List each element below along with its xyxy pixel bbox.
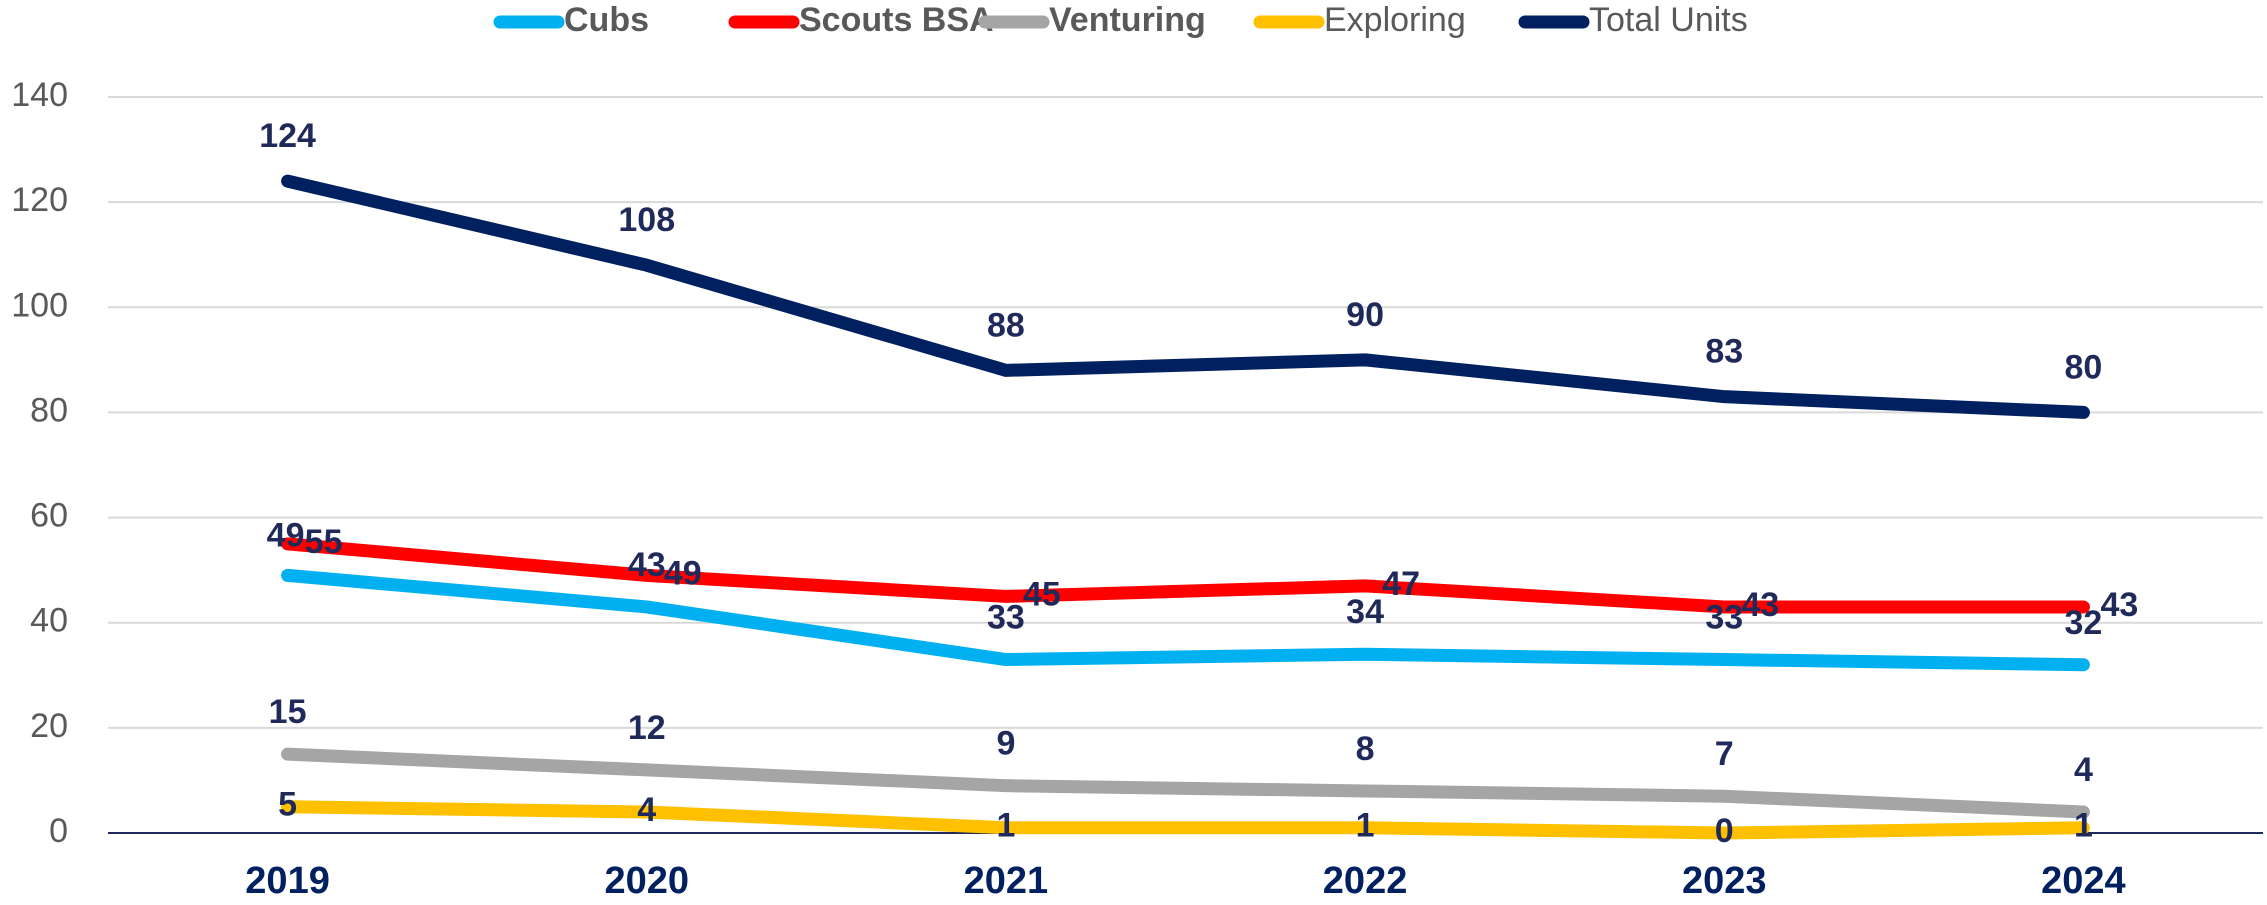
x-tick-label: 2019 [245, 860, 330, 902]
data-label: 9 [996, 725, 1015, 763]
data-label: 8 [1356, 730, 1375, 768]
data-label: 83 [1705, 333, 1743, 371]
data-label: 15 [269, 693, 307, 731]
data-label: 88 [987, 306, 1025, 344]
data-label: 34 [1346, 593, 1384, 631]
data-label: 49 [664, 554, 702, 592]
legend-item: Total Units [1518, 1, 1748, 39]
data-label: 32 [2065, 604, 2103, 642]
series-line [281, 568, 2090, 672]
data-label: 0 [1715, 812, 1734, 850]
series-line [281, 747, 2090, 819]
data-label: 43 [2101, 586, 2139, 624]
series-line [281, 800, 2090, 840]
data-label: 33 [1705, 598, 1743, 636]
legend-label: Scouts BSA [799, 1, 994, 39]
x-tick-label: 2023 [1682, 860, 1767, 902]
series-line [281, 537, 2090, 614]
y-tick-label: 0 [49, 812, 68, 850]
data-label: 108 [618, 201, 675, 239]
legend-item: Cubs [493, 1, 649, 39]
data-label: 55 [305, 523, 343, 561]
data-label: 7 [1715, 735, 1734, 773]
data-label: 1 [2074, 807, 2093, 845]
data-label: 124 [259, 117, 316, 155]
legend-label: Total Units [1589, 1, 1748, 39]
data-label: 47 [1382, 565, 1420, 603]
series-line [281, 174, 2090, 419]
data-label: 49 [267, 516, 305, 554]
legend-item: Venturing [978, 1, 1206, 39]
data-label: 43 [1741, 586, 1779, 624]
x-tick-label: 2022 [1323, 860, 1408, 902]
legend-item: Exploring [1253, 1, 1466, 39]
y-tick-label: 100 [11, 286, 68, 324]
x-tick-label: 2021 [964, 860, 1049, 902]
y-tick-label: 80 [30, 391, 68, 429]
legend-label: Venturing [1049, 1, 1206, 39]
data-label: 90 [1346, 296, 1384, 334]
data-label: 5 [278, 786, 297, 824]
y-tick-label: 60 [30, 497, 68, 535]
x-tick-label: 2024 [2041, 860, 2126, 902]
data-label: 45 [1023, 575, 1061, 613]
data-label: 33 [987, 598, 1025, 636]
x-tick-label: 2020 [604, 860, 689, 902]
data-label: 43 [628, 546, 666, 584]
data-label: 1 [1356, 807, 1375, 845]
y-tick-label: 120 [11, 181, 68, 219]
data-label: 1 [996, 807, 1015, 845]
y-tick-label: 40 [30, 602, 68, 640]
data-label: 4 [2074, 751, 2093, 789]
data-label: 12 [628, 709, 666, 747]
data-label: 80 [2065, 348, 2103, 386]
legend-item: Scouts BSA [728, 1, 994, 39]
y-tick-label: 20 [30, 707, 68, 745]
y-tick-label: 140 [11, 76, 68, 114]
legend-label: Cubs [564, 1, 649, 39]
legend-label: Exploring [1324, 1, 1466, 39]
data-label: 4 [637, 791, 656, 829]
